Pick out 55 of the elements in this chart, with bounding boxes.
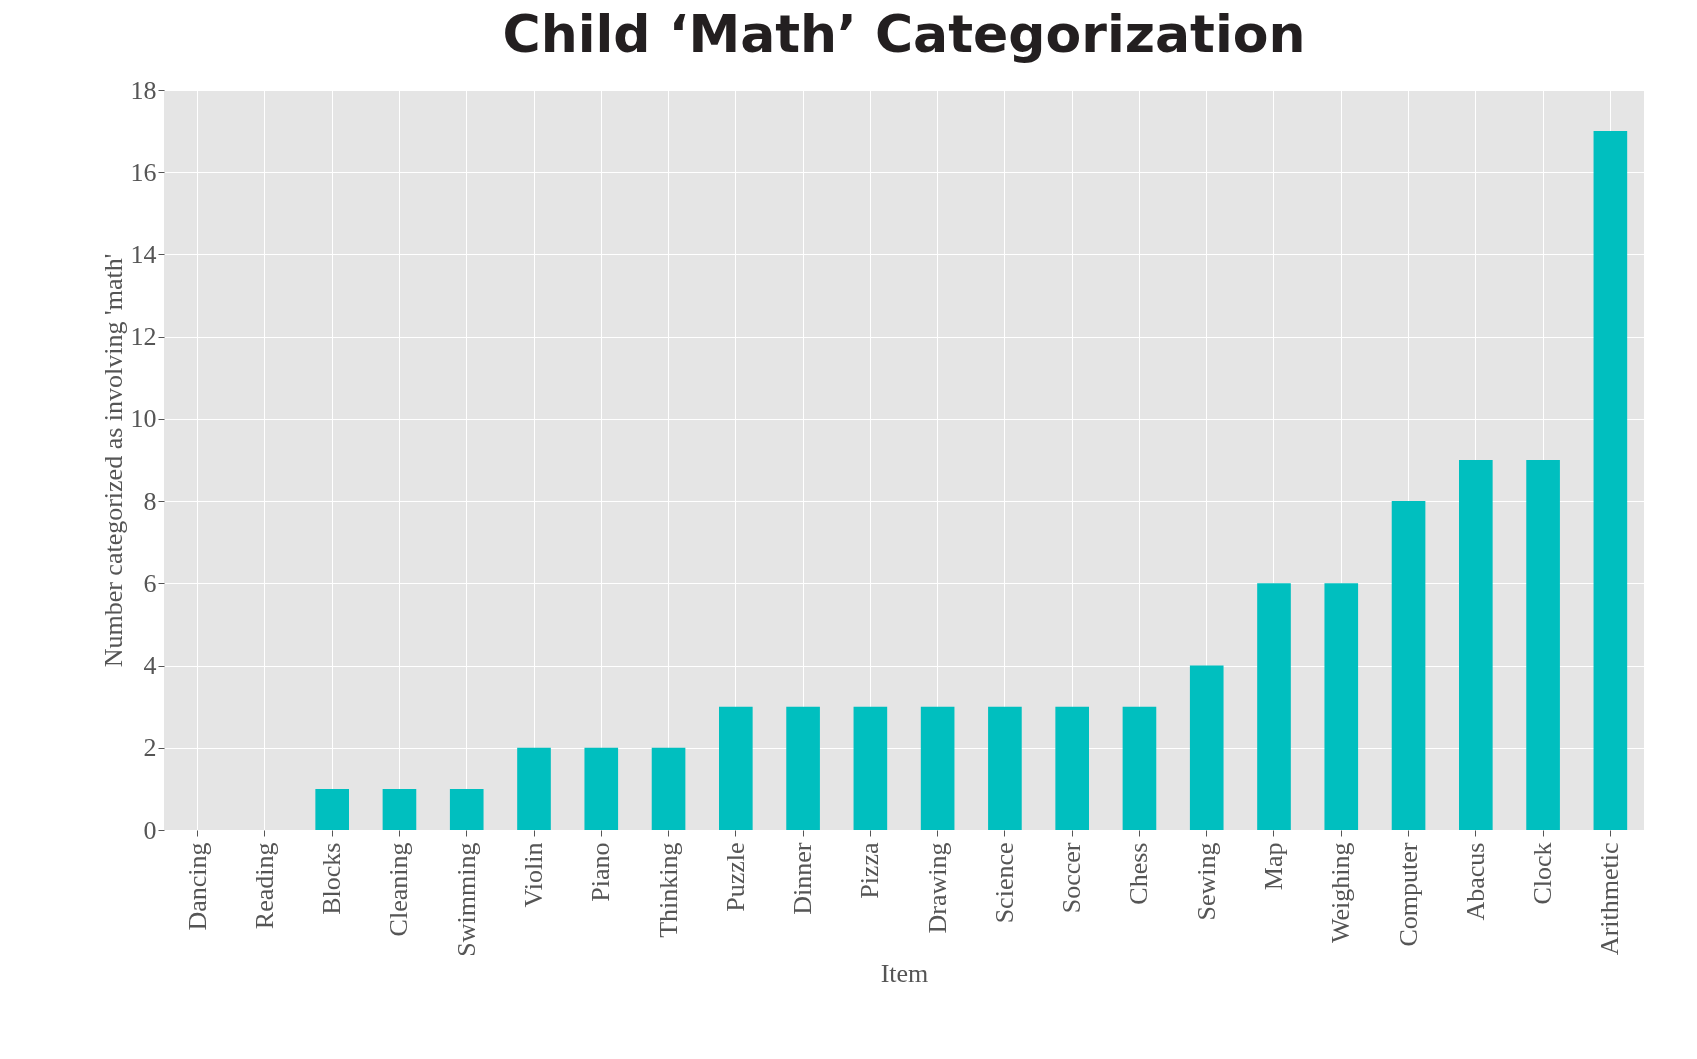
x-tick-label: Clock — [1528, 842, 1558, 905]
x-tick-label: Drawing — [922, 842, 952, 934]
bar — [517, 747, 551, 830]
y-tick-label: 8 — [143, 486, 157, 516]
x-tick-label: Soccer — [1057, 842, 1087, 914]
x-axis-title: Item — [880, 958, 929, 988]
x-tick-label: Dancing — [182, 842, 212, 931]
y-tick-label: 4 — [143, 651, 157, 681]
bar — [1122, 706, 1157, 830]
bar — [651, 747, 686, 830]
bar — [315, 788, 349, 830]
x-tick-label: Chess — [1124, 842, 1154, 905]
x-tick-label: Violin — [519, 842, 548, 908]
x-tick-label: Abacus — [1460, 842, 1490, 921]
bar — [719, 706, 753, 830]
x-tick-label: Map — [1259, 842, 1288, 891]
bar — [1257, 583, 1291, 830]
x-tick-label: Puzzle — [720, 842, 750, 912]
y-tick-label: 16 — [130, 157, 157, 187]
x-tick-label: Reading — [249, 842, 279, 930]
x-tick-label: Dinner — [788, 842, 818, 915]
x-tick-label: Pizza — [855, 842, 885, 899]
x-tick-label: Science — [989, 842, 1019, 924]
bar — [1526, 460, 1560, 830]
y-tick-label: 6 — [143, 568, 157, 598]
bar — [382, 788, 417, 830]
x-tick-label: Sewing — [1191, 842, 1221, 921]
x-tick-label: Blocks — [317, 842, 347, 915]
y-tick-label: 14 — [130, 239, 157, 269]
bar — [920, 706, 955, 830]
bar — [449, 788, 484, 830]
bar — [1189, 665, 1224, 830]
y-tick-label: 12 — [130, 322, 157, 352]
bar — [1593, 131, 1628, 830]
bar — [1459, 460, 1493, 830]
bar — [988, 706, 1022, 830]
x-tick-label: Computer — [1393, 842, 1423, 947]
bar — [1055, 706, 1089, 830]
x-tick-label: Piano — [586, 842, 616, 902]
y-tick-label: 0 — [143, 815, 157, 845]
bar — [584, 747, 619, 830]
x-tick-label: Weighing — [1326, 842, 1356, 943]
bar — [786, 706, 820, 830]
y-tick-label: 10 — [130, 404, 157, 434]
bar — [1324, 583, 1359, 830]
x-tick-label: Swimming — [451, 842, 481, 957]
y-axis-title: Number categorized as involving 'math' — [98, 253, 128, 668]
x-tick-label: Arithmetic — [1595, 842, 1625, 956]
y-tick-label: 18 — [130, 75, 157, 105]
y-tick-label: 2 — [143, 733, 157, 763]
bar — [1391, 501, 1426, 830]
x-tick-label: Cleaning — [384, 842, 414, 937]
chart-title: Child ‘Math’ Categorization — [502, 4, 1306, 64]
bar — [853, 706, 888, 830]
x-tick-label: Thinking — [653, 842, 683, 938]
